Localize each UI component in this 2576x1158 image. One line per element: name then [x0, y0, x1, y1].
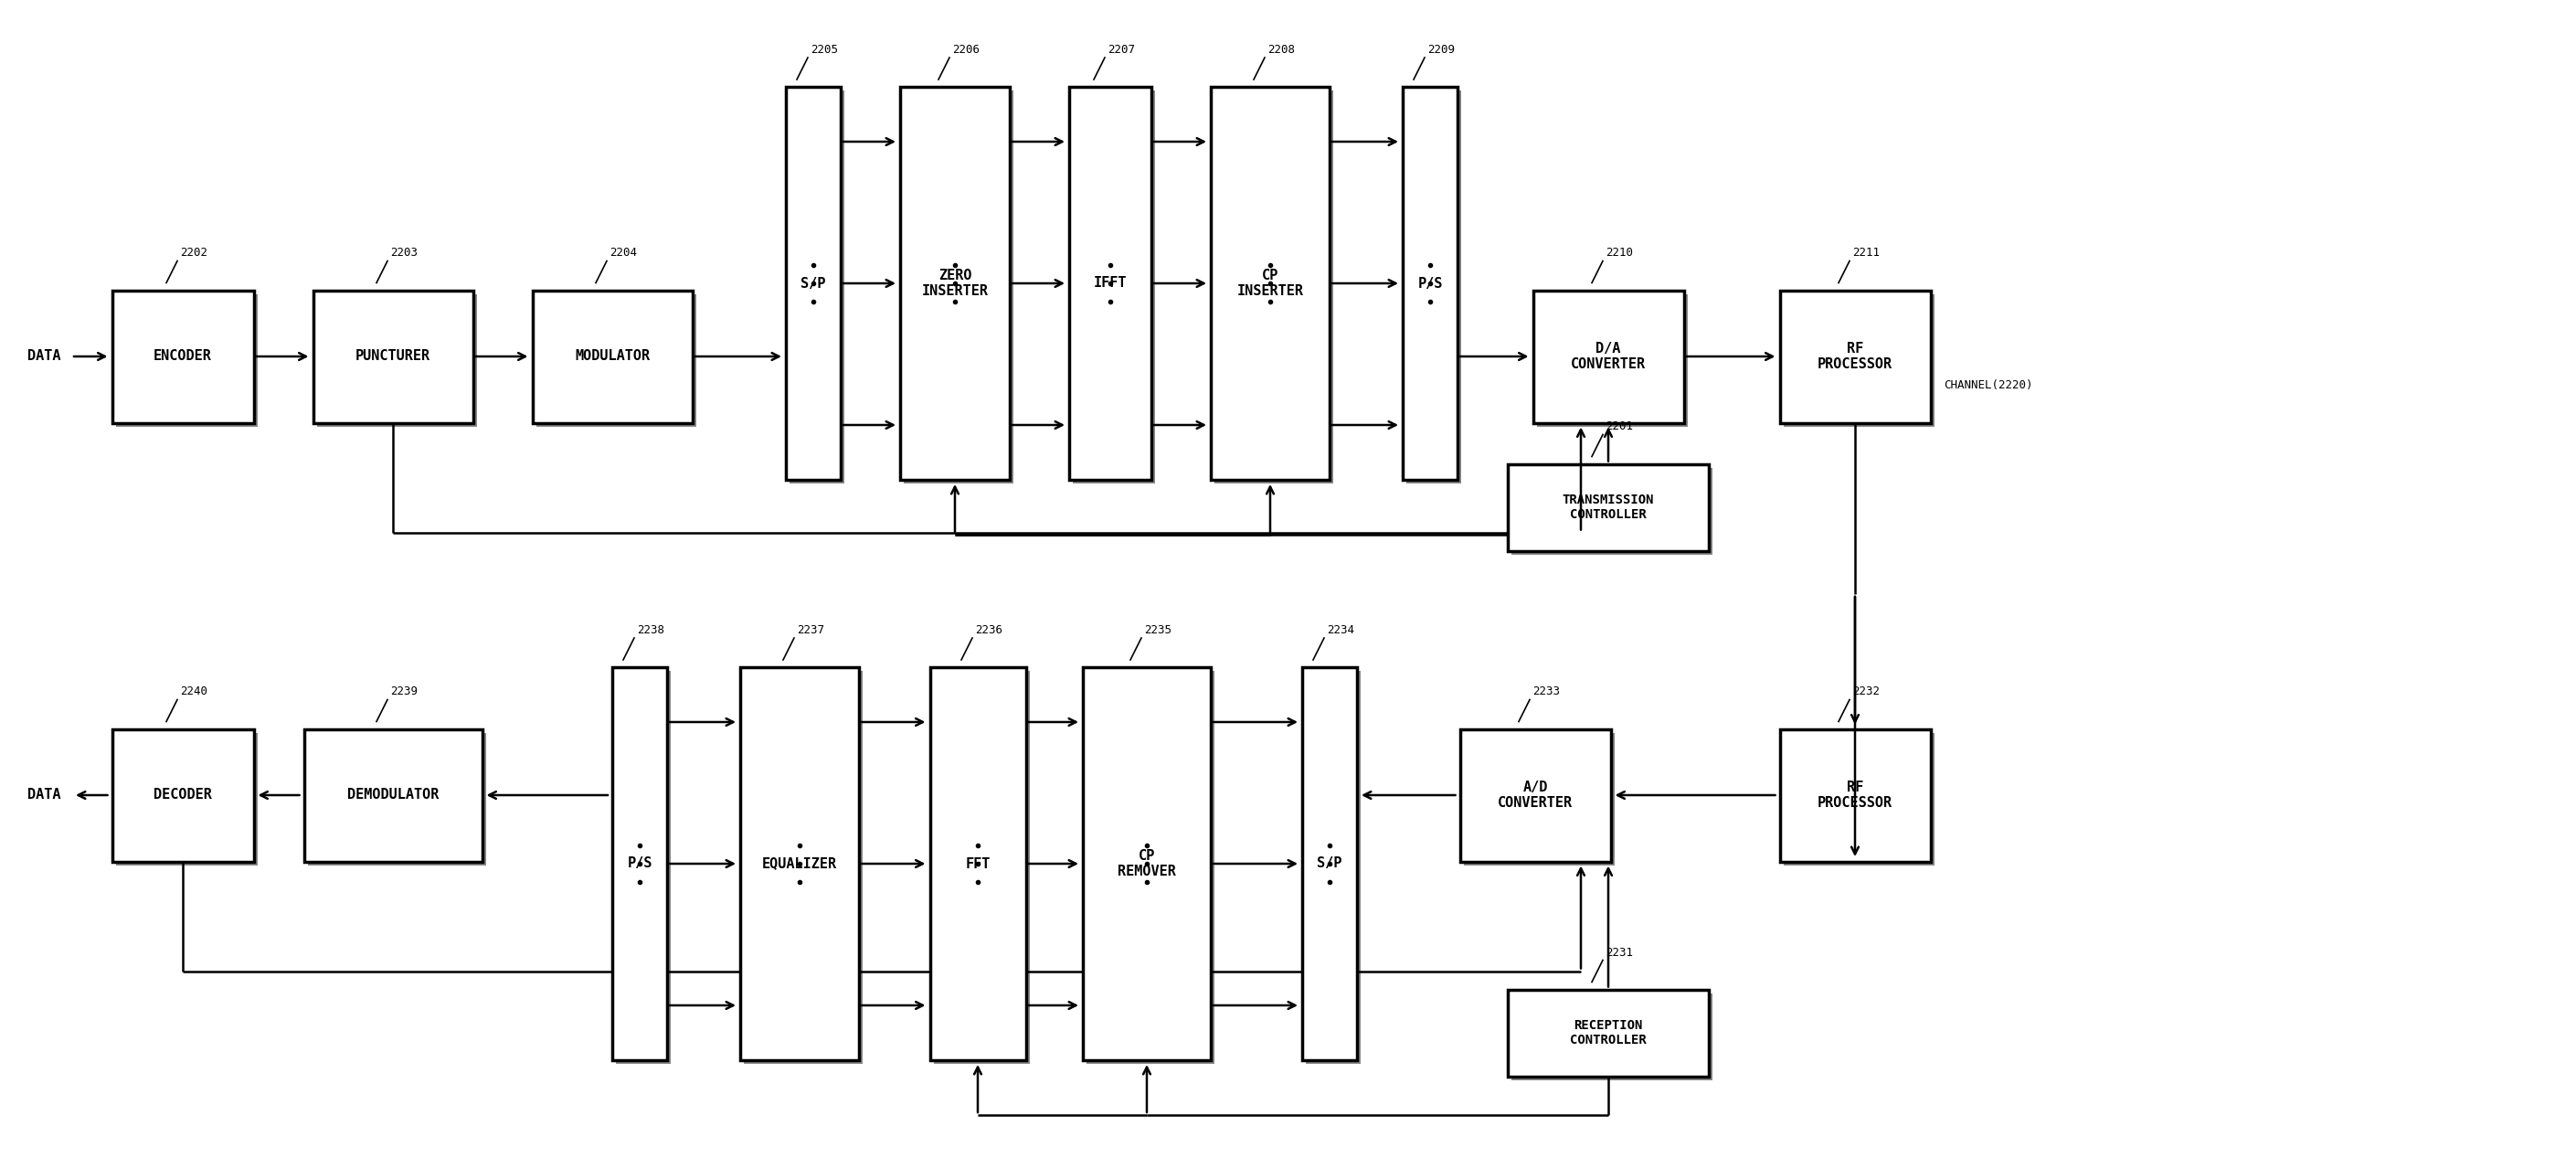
Bar: [1087, 670, 1213, 1064]
Text: 2234: 2234: [1327, 624, 1355, 636]
Text: A/D
CONVERTER: A/D CONVERTER: [1497, 780, 1574, 809]
Bar: [1069, 87, 1151, 479]
Text: 2203: 2203: [389, 247, 417, 259]
Bar: [1213, 90, 1334, 484]
Text: 2239: 2239: [389, 686, 417, 698]
Bar: [1406, 90, 1461, 484]
Text: FFT: FFT: [966, 857, 989, 871]
Bar: [788, 90, 845, 484]
Text: CHANNEL(2220): CHANNEL(2220): [1945, 380, 2032, 391]
Bar: [1306, 670, 1360, 1064]
Bar: [111, 291, 252, 423]
Text: S/P: S/P: [801, 277, 827, 291]
Text: RECEPTION
CONTROLLER: RECEPTION CONTROLLER: [1569, 1019, 1646, 1047]
Text: 2240: 2240: [180, 686, 209, 698]
Text: 2233: 2233: [1533, 686, 1561, 698]
Bar: [1463, 733, 1615, 865]
Bar: [613, 667, 667, 1061]
Text: TRANSMISSION
CONTROLLER: TRANSMISSION CONTROLLER: [1564, 493, 1654, 521]
Bar: [1082, 667, 1211, 1061]
Text: 2238: 2238: [636, 624, 665, 636]
Text: P/S: P/S: [626, 857, 652, 871]
Bar: [1533, 291, 1685, 423]
Text: 2211: 2211: [1852, 247, 1880, 259]
Bar: [116, 733, 258, 865]
Text: PUNCTURER: PUNCTURER: [355, 350, 430, 364]
Text: S/P: S/P: [1316, 857, 1342, 871]
Text: 2232: 2232: [1852, 686, 1880, 698]
Bar: [304, 728, 482, 862]
Text: RF
PROCESSOR: RF PROCESSOR: [1819, 342, 1893, 372]
Bar: [930, 667, 1025, 1061]
Bar: [111, 728, 252, 862]
Bar: [317, 294, 477, 426]
Text: RF
PROCESSOR: RF PROCESSOR: [1819, 780, 1893, 809]
Bar: [307, 733, 487, 865]
Bar: [933, 670, 1030, 1064]
Bar: [536, 294, 696, 426]
Bar: [1301, 667, 1358, 1061]
Text: 2231: 2231: [1605, 946, 1633, 959]
Bar: [904, 90, 1012, 484]
Text: DATA: DATA: [28, 789, 62, 802]
Text: CP
REMOVER: CP REMOVER: [1118, 849, 1177, 879]
Bar: [739, 667, 858, 1061]
Bar: [1512, 468, 1713, 555]
Bar: [1072, 90, 1154, 484]
Bar: [1780, 291, 1929, 423]
Text: 2206: 2206: [953, 44, 979, 56]
Bar: [1507, 989, 1708, 1076]
Text: ENCODER: ENCODER: [155, 350, 211, 364]
Text: 2235: 2235: [1144, 624, 1172, 636]
Text: 2209: 2209: [1427, 44, 1455, 56]
Bar: [1507, 464, 1708, 551]
Text: 2208: 2208: [1267, 44, 1296, 56]
Text: 2207: 2207: [1108, 44, 1136, 56]
Bar: [899, 87, 1010, 479]
Bar: [1461, 728, 1610, 862]
Text: MODULATOR: MODULATOR: [574, 350, 649, 364]
Bar: [744, 670, 863, 1064]
Bar: [1783, 294, 1935, 426]
Text: DATA: DATA: [28, 350, 62, 364]
Text: EQUALIZER: EQUALIZER: [762, 857, 837, 871]
Text: 2210: 2210: [1605, 247, 1633, 259]
Text: DEMODULATOR: DEMODULATOR: [348, 789, 438, 802]
Text: ZERO
INSERTER: ZERO INSERTER: [922, 269, 989, 298]
Text: 2204: 2204: [611, 247, 636, 259]
Text: 2237: 2237: [796, 624, 824, 636]
Text: 2205: 2205: [811, 44, 837, 56]
Text: CP
INSERTER: CP INSERTER: [1236, 269, 1303, 298]
Bar: [1211, 87, 1329, 479]
Text: 2201: 2201: [1605, 420, 1633, 433]
Bar: [1780, 728, 1929, 862]
Bar: [1783, 733, 1935, 865]
Text: IFFT: IFFT: [1095, 277, 1126, 291]
Text: DECODER: DECODER: [155, 789, 211, 802]
Text: 2236: 2236: [976, 624, 1002, 636]
Bar: [1535, 294, 1687, 426]
Bar: [1512, 994, 1713, 1080]
Bar: [786, 87, 840, 479]
Bar: [533, 291, 693, 423]
Text: 2202: 2202: [180, 247, 209, 259]
Bar: [1404, 87, 1458, 479]
Bar: [312, 291, 474, 423]
Bar: [116, 294, 258, 426]
Text: D/A
CONVERTER: D/A CONVERTER: [1571, 342, 1646, 372]
Bar: [616, 670, 670, 1064]
Text: P/S: P/S: [1417, 277, 1443, 291]
